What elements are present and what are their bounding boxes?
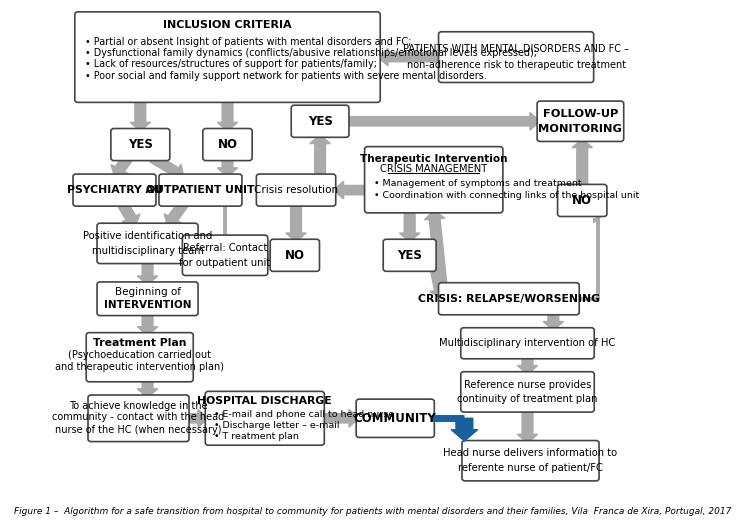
Text: Beginning of: Beginning of [115,287,181,297]
Text: • Partial or absent Insight of patients with mental disorders and FC;: • Partial or absent Insight of patients … [85,37,411,47]
FancyBboxPatch shape [159,174,242,206]
Polygon shape [346,112,540,130]
Polygon shape [424,210,447,286]
Text: PATIENTS WITH MENTAL DISORDERS AND FC –: PATIENTS WITH MENTAL DISORDERS AND FC – [403,44,629,54]
Polygon shape [427,255,450,299]
FancyBboxPatch shape [291,105,349,138]
Polygon shape [322,410,359,427]
FancyBboxPatch shape [73,174,156,206]
Text: • Poor social and family support network for patients with severe mental disorde: • Poor social and family support network… [85,71,487,81]
Polygon shape [130,100,151,131]
Polygon shape [517,410,538,443]
FancyBboxPatch shape [356,399,434,437]
FancyBboxPatch shape [75,12,380,103]
Polygon shape [137,313,157,335]
FancyBboxPatch shape [270,239,319,271]
Polygon shape [111,155,132,177]
Text: NO: NO [285,249,305,262]
Text: COMMUNITY: COMMUNITY [354,412,436,425]
Polygon shape [451,418,477,441]
Polygon shape [217,100,238,131]
Polygon shape [117,201,140,226]
Text: nurse of the HC (when necessary): nurse of the HC (when necessary) [55,425,222,435]
Text: • E-mail and phone call to head nurse: • E-mail and phone call to head nurse [214,410,395,418]
Text: Figure 1 –  Algorithm for a safe transition from hospital to community for patie: Figure 1 – Algorithm for a safe transiti… [14,507,732,516]
Polygon shape [137,380,157,397]
FancyBboxPatch shape [183,235,268,276]
Text: Positive identification and: Positive identification and [83,231,212,241]
Text: • T reatment plan: • T reatment plan [214,433,299,441]
FancyBboxPatch shape [111,129,170,161]
Text: FOLLOW-UP: FOLLOW-UP [543,109,618,119]
Text: Reference nurse provides: Reference nurse provides [464,380,591,390]
Text: YES: YES [397,249,422,262]
Text: Treatment Plan: Treatment Plan [93,338,186,348]
Polygon shape [572,139,592,187]
Text: CRISIS MANAGEMENT: CRISIS MANAGEMENT [380,164,487,174]
Text: for outpatient unit: for outpatient unit [180,257,271,268]
FancyBboxPatch shape [257,174,336,206]
Text: CRISIS: RELAPSE/WORSENING: CRISIS: RELAPSE/WORSENING [418,294,600,304]
FancyBboxPatch shape [439,283,579,315]
Text: • Management of symptoms and treatment: • Management of symptoms and treatment [374,179,581,188]
Text: YES: YES [128,138,153,151]
Polygon shape [377,48,442,66]
Text: multidisciplinary team: multidisciplinary team [92,246,204,256]
Text: MONITORING: MONITORING [539,123,622,133]
Text: Referral: Contact: Referral: Contact [183,243,267,253]
Text: Therapeutic Intervention: Therapeutic Intervention [360,154,507,164]
Polygon shape [137,261,157,285]
Text: • Lack of resources/structures of support for patients/family;: • Lack of resources/structures of suppor… [85,59,377,70]
Polygon shape [265,246,275,264]
Text: (Psychoeducation carried out: (Psychoeducation carried out [68,350,211,360]
FancyBboxPatch shape [557,185,607,217]
Text: Multidisciplinary intervention of HC: Multidisciplinary intervention of HC [439,338,615,348]
Text: and therapeutic intervention plan): and therapeutic intervention plan) [55,361,225,371]
FancyBboxPatch shape [97,223,198,264]
Text: NO: NO [218,138,237,151]
Text: Head nurse delivers information to: Head nurse delivers information to [443,448,618,459]
Text: PSYCHIATRY AU: PSYCHIATRY AU [67,185,162,195]
Text: • Coordination with connecting links of the hospital unit: • Coordination with connecting links of … [374,191,639,200]
FancyBboxPatch shape [383,239,436,271]
Text: INTERVENTION: INTERVENTION [104,301,191,311]
Text: Crisis resolution: Crisis resolution [254,185,338,195]
Text: • Dysfunctional family dynamics (conflicts/abusive relationships/emotional level: • Dysfunctional family dynamics (conflic… [85,48,537,58]
Text: HOSPITAL DISCHARGE: HOSPITAL DISCHARGE [198,396,332,406]
FancyBboxPatch shape [87,333,193,382]
Text: NO: NO [572,194,592,207]
Text: continuity of treatment plan: continuity of treatment plan [457,394,598,404]
Text: INCLUSION CRITERIA: INCLUSION CRITERIA [163,19,292,29]
FancyBboxPatch shape [462,440,599,481]
Polygon shape [225,181,239,199]
Text: OUTPATIENT UNIT: OUTPATIENT UNIT [146,185,254,195]
Text: community - contact with the head: community - contact with the head [52,412,225,422]
Polygon shape [150,154,184,179]
Text: To achieve knowledge in the: To achieve knowledge in the [69,401,208,411]
Text: YES: YES [307,115,333,128]
FancyBboxPatch shape [461,372,595,412]
Text: • Discharge letter – e-mail: • Discharge letter – e-mail [214,421,339,430]
Polygon shape [399,210,420,242]
FancyBboxPatch shape [461,328,595,359]
Polygon shape [186,410,208,427]
FancyBboxPatch shape [365,146,503,213]
Polygon shape [286,203,307,242]
FancyBboxPatch shape [205,391,325,445]
Polygon shape [543,299,563,331]
Polygon shape [164,201,188,226]
FancyBboxPatch shape [88,395,189,441]
Text: referente nurse of patient/FC: referente nurse of patient/FC [458,463,603,473]
Text: non-adherence risk to therapeutic treatment: non-adherence risk to therapeutic treatm… [407,60,626,71]
FancyBboxPatch shape [203,129,252,161]
Polygon shape [594,205,604,223]
FancyBboxPatch shape [439,32,594,83]
FancyBboxPatch shape [97,282,198,315]
Polygon shape [217,158,238,177]
Polygon shape [517,356,538,374]
FancyBboxPatch shape [537,101,624,141]
Polygon shape [333,181,368,199]
Polygon shape [310,135,330,177]
